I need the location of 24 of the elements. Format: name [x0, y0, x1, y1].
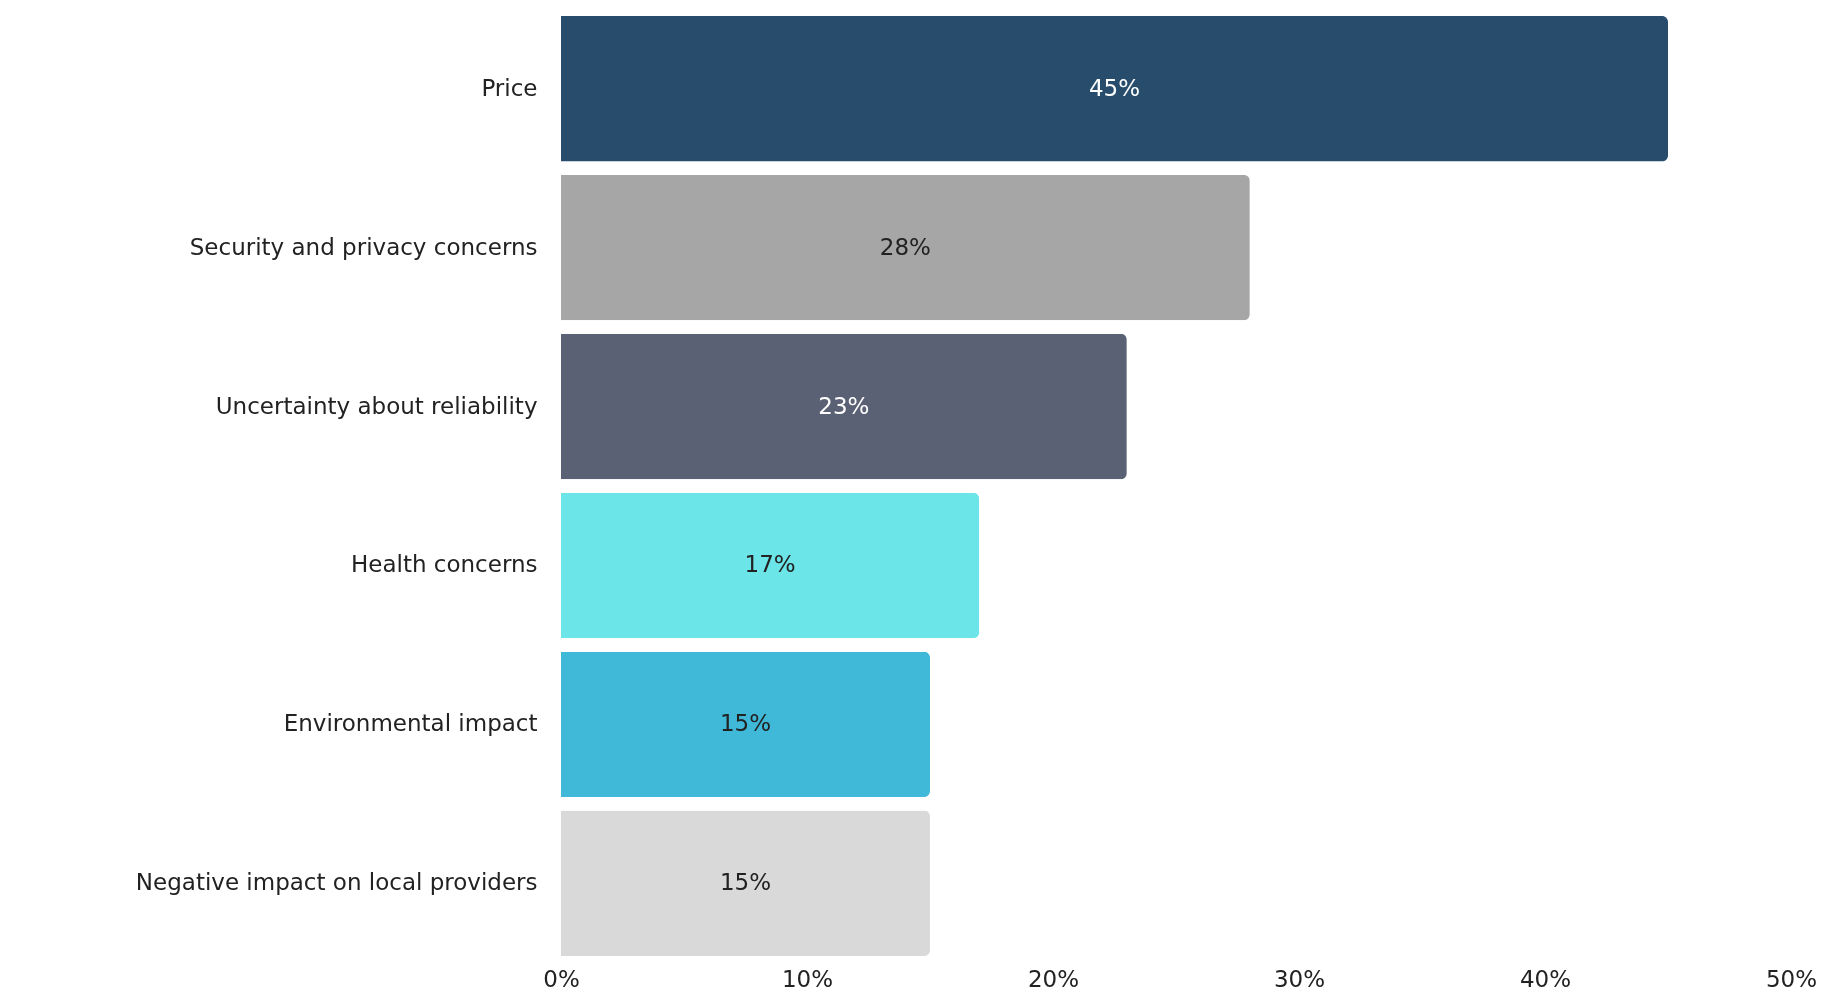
data-label: 28% — [879, 233, 931, 260]
x-tick-label: 10% — [781, 965, 834, 992]
y-tick-label: Security and privacy concerns — [189, 233, 538, 260]
bar — [561, 810, 930, 956]
x-tick-label: 0% — [543, 965, 580, 992]
y-tick-label: Price — [481, 74, 538, 101]
data-label: 15% — [719, 710, 772, 737]
bar — [561, 492, 980, 639]
bar — [561, 651, 930, 798]
y-tick-label: Health concerns — [350, 551, 538, 578]
data-label: 15% — [719, 869, 772, 896]
bar — [561, 333, 1127, 480]
data-label: 23% — [818, 392, 870, 419]
y-tick-label: Uncertainty about reliability — [215, 392, 538, 419]
x-tick-label: 40% — [1519, 965, 1572, 992]
x-tick-label: 30% — [1273, 965, 1326, 992]
bar — [561, 174, 1250, 321]
x-tick-label: 20% — [1027, 965, 1080, 992]
bar — [561, 16, 1668, 162]
y-tick-label: Negative impact on local providers — [135, 869, 538, 896]
y-tick-label: Environmental impact — [283, 710, 538, 737]
data-label: 17% — [744, 551, 796, 578]
x-tick-label: 50% — [1765, 965, 1818, 992]
data-label: 45% — [1088, 74, 1141, 101]
